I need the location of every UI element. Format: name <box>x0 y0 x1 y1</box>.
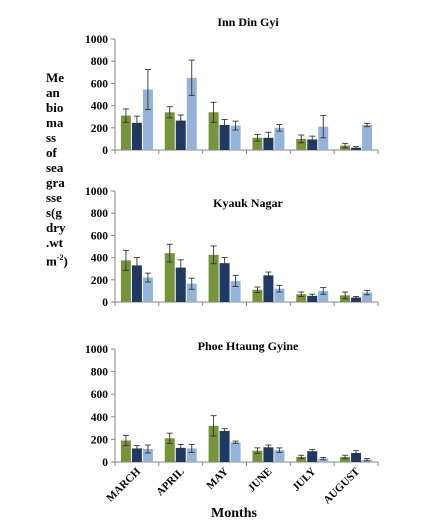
y-tick-label: 200 <box>91 434 109 446</box>
x-category-label: JULY <box>290 466 318 494</box>
y-tick-label: 400 <box>91 101 109 113</box>
bar <box>230 125 241 150</box>
y-axis-label-line: Me <box>46 70 65 85</box>
x-category-label: JUNE <box>246 466 275 495</box>
bar <box>296 456 307 462</box>
bar <box>186 448 197 462</box>
bar <box>131 122 142 150</box>
y-axis-label-line: sse <box>46 190 62 205</box>
y-axis-label-line: ma <box>46 115 64 130</box>
bar <box>142 277 153 302</box>
y-tick-label: 600 <box>91 389 109 401</box>
bar <box>318 290 329 302</box>
y-axis-label-text: Me an bio ma ss of sea gra sse s(g dry .wt m <box>46 70 66 268</box>
bar <box>307 295 318 302</box>
bar <box>208 254 219 302</box>
bar <box>131 448 142 462</box>
y-tick-label: 400 <box>91 412 109 424</box>
y-tick-label: 800 <box>91 56 109 68</box>
bar <box>351 297 362 302</box>
bar <box>274 127 285 150</box>
bar <box>120 260 131 302</box>
y-tick-label: 600 <box>91 78 109 90</box>
chart-title: Phoe Htaung Gyine <box>198 339 299 353</box>
y-tick-label: 200 <box>91 123 109 135</box>
bar <box>120 440 131 462</box>
bar <box>296 294 307 302</box>
bar <box>307 139 318 150</box>
bar <box>274 288 285 302</box>
bar <box>175 267 186 302</box>
y-axis-label-line: s(g <box>46 205 62 220</box>
y-axis-label-line: ss <box>46 130 57 145</box>
y-tick-label: 0 <box>102 145 108 157</box>
y-axis-label-line: .wt <box>46 235 63 250</box>
bar <box>252 137 263 150</box>
bar <box>164 438 175 462</box>
y-axis-label-line: an <box>46 85 60 100</box>
bar <box>318 126 329 150</box>
x-axis-label: Months <box>211 506 257 521</box>
bar <box>230 442 241 462</box>
y-tick-label: 1000 <box>85 186 108 198</box>
x-category-label: MAY <box>204 466 230 492</box>
y-axis-label-line: bio <box>46 100 64 115</box>
y-axis-label-line: sea <box>46 160 64 175</box>
bar <box>219 430 230 462</box>
y-tick-label: 200 <box>91 275 109 287</box>
y-tick-label: 800 <box>91 208 109 220</box>
chart-title: Kyauk Nagar <box>213 196 283 210</box>
bar <box>296 138 307 150</box>
bar <box>164 253 175 302</box>
x-category-label: APRIL <box>154 466 187 499</box>
y-axis-label-line: dry <box>46 220 66 235</box>
bar <box>219 263 230 302</box>
bar <box>230 280 241 302</box>
bar <box>208 425 219 462</box>
bar <box>351 452 362 462</box>
bar <box>263 275 274 302</box>
y-tick-label: 1000 <box>85 344 108 356</box>
y-axis-label-line: gra <box>46 175 65 190</box>
y-tick-label: 0 <box>102 457 108 469</box>
bar <box>175 120 186 150</box>
bar <box>252 450 263 462</box>
y-tick-label: 800 <box>91 367 109 379</box>
bar <box>307 451 318 462</box>
bar <box>340 456 351 462</box>
y-axis-label: Me an bio ma ss of sea gra sse s(g dry .wt m-2) <box>46 70 80 268</box>
y-axis-label-line: m <box>46 253 57 269</box>
bar <box>164 112 175 150</box>
y-tick-label: 0 <box>102 297 108 309</box>
bar <box>131 265 142 302</box>
bar <box>362 292 373 302</box>
bar <box>175 447 186 462</box>
bar <box>142 449 153 462</box>
bar <box>274 450 285 462</box>
bar <box>186 77 197 150</box>
bar <box>318 458 329 462</box>
bar <box>120 115 131 150</box>
bar <box>219 125 230 150</box>
y-axis-label-close: ) <box>63 253 68 269</box>
x-category-label: MARCH <box>104 465 143 504</box>
bar <box>186 283 197 302</box>
chart-title: Inn Din Gyi <box>217 15 279 29</box>
y-tick-label: 1000 <box>85 34 108 46</box>
x-category-label: AUGUST <box>321 465 362 506</box>
y-axis-label-line: of <box>46 145 57 160</box>
y-tick-label: 600 <box>91 230 109 242</box>
y-tick-label: 400 <box>91 253 109 265</box>
bar <box>263 447 274 462</box>
bar <box>252 289 263 302</box>
y-axis-label-superscript: -2 <box>56 253 64 262</box>
bar <box>263 137 274 150</box>
bar <box>208 112 219 150</box>
bar <box>362 125 373 150</box>
bar <box>142 89 153 150</box>
